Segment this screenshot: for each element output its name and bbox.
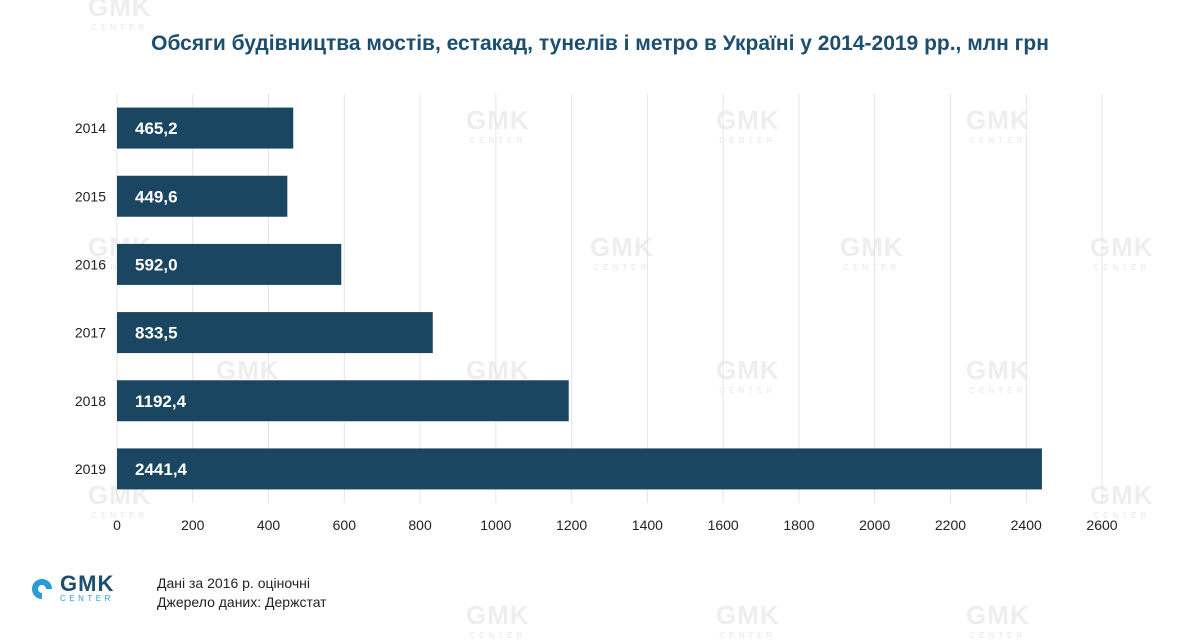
y-tick-label: 2018	[75, 393, 106, 409]
logo-ring-icon	[32, 579, 52, 599]
data-label: 449,6	[135, 187, 178, 206]
bar	[117, 175, 288, 217]
x-tick-label: 1200	[556, 517, 587, 533]
x-tick-label: 1000	[480, 517, 511, 533]
note-estimate: Дані за 2016 р. оціночні	[157, 575, 310, 591]
data-label: 592,0	[135, 255, 178, 274]
x-tick-label: 0	[113, 517, 121, 533]
data-label: 833,5	[135, 324, 178, 343]
x-tick-label: 600	[333, 517, 357, 533]
y-tick-label: 2019	[75, 461, 106, 477]
x-tick-label: 2000	[859, 517, 890, 533]
y-tick-label: 2014	[75, 120, 106, 136]
footer-notes: Дані за 2016 р. оціночні Джерело даних: …	[157, 574, 327, 612]
x-tick-label: 2600	[1086, 517, 1117, 533]
x-tick-label: 400	[257, 517, 281, 533]
x-tick-label: 2400	[1011, 517, 1042, 533]
x-tick-label: 200	[181, 517, 205, 533]
data-label: 2441,4	[135, 460, 188, 479]
y-tick-label: 2017	[75, 325, 106, 341]
gmk-center-logo: GMK CENTER	[32, 571, 115, 604]
bar	[117, 312, 433, 354]
bar	[117, 448, 1042, 490]
x-tick-label: 800	[408, 517, 432, 533]
logo-name: GMK	[60, 571, 115, 596]
y-tick-label: 2016	[75, 256, 106, 272]
data-label: 465,2	[135, 119, 178, 138]
note-source: Джерело даних: Держстат	[157, 594, 327, 610]
data-label: 1192,4	[135, 392, 187, 411]
chart-title: Обсяги будівництва мостів, естакад, туне…	[151, 32, 1049, 55]
bar	[117, 243, 342, 285]
x-tick-label: 2200	[935, 517, 966, 533]
x-tick-label: 1800	[783, 517, 814, 533]
x-tick-label: 1400	[632, 517, 663, 533]
bar	[117, 107, 294, 149]
y-tick-label: 2015	[75, 188, 106, 204]
logo-sub: CENTER	[60, 594, 114, 603]
x-tick-label: 1600	[708, 517, 739, 533]
bar	[117, 380, 569, 422]
